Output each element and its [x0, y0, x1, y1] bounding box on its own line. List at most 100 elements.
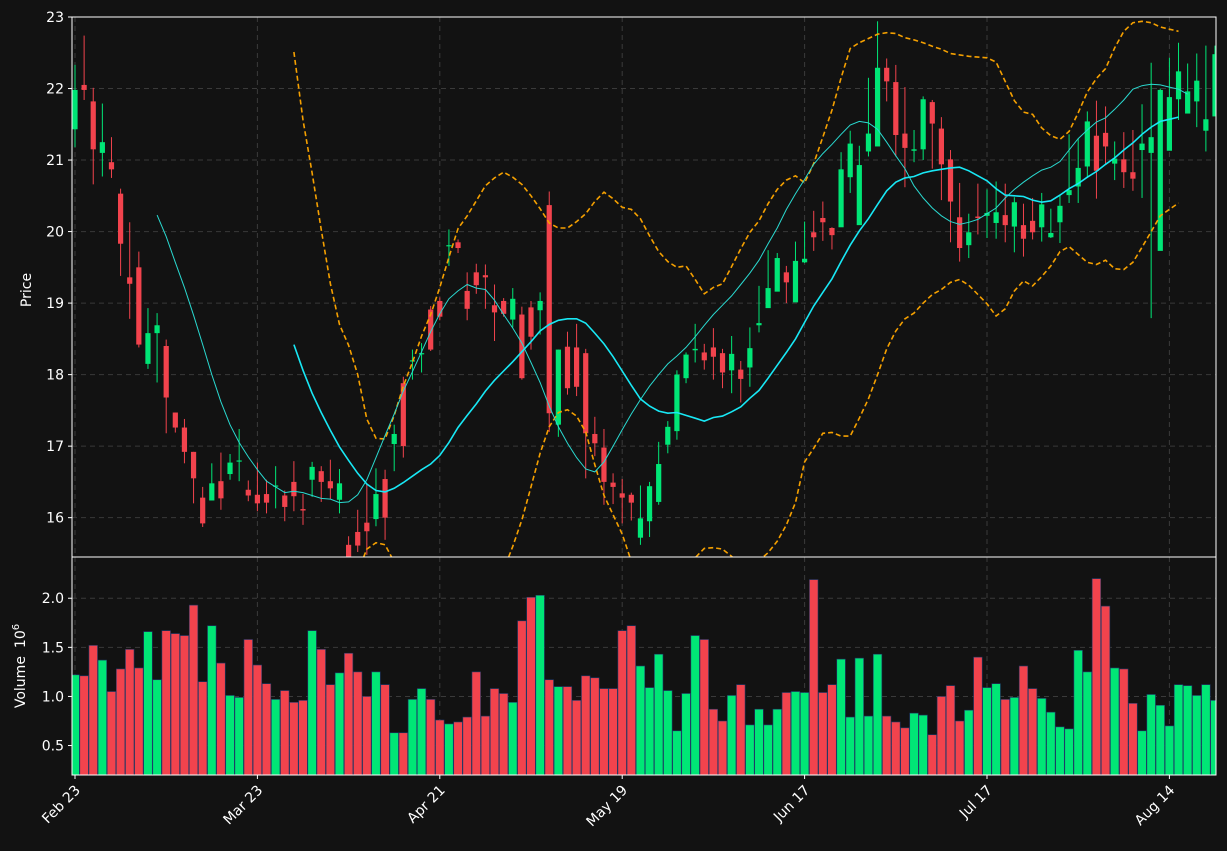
candle-body: [1166, 97, 1172, 151]
volume-bar: [772, 708, 782, 775]
candle-body: [583, 353, 589, 434]
volume-bar: [125, 649, 135, 775]
volume-bar: [1137, 730, 1147, 775]
candle-body: [1011, 202, 1017, 227]
volume-bar: [1064, 728, 1074, 775]
volume-axis-label: Volume 106: [11, 624, 29, 708]
volume-bar: [426, 699, 436, 775]
volume-bar: [872, 653, 883, 775]
volume-bar: [927, 734, 937, 775]
candle-body: [738, 369, 744, 379]
candle-body: [127, 277, 133, 284]
candle-body: [838, 169, 844, 228]
candle-body: [90, 101, 96, 150]
candle-body: [1130, 172, 1136, 179]
volume-bar: [535, 594, 545, 775]
volume-bar: [1192, 695, 1202, 775]
volume-bar: [143, 631, 153, 775]
candle-body: [1139, 143, 1145, 151]
candle-body: [190, 451, 197, 479]
candle-body: [774, 258, 780, 292]
candle-body: [847, 143, 853, 178]
candle-body: [692, 348, 698, 351]
candle-body: [464, 290, 470, 309]
candle-body: [592, 433, 598, 444]
volume-bar: [1119, 668, 1129, 775]
volume-bar: [271, 699, 281, 775]
candle-body: [318, 471, 324, 482]
candle-body: [200, 497, 206, 524]
volume-bar: [763, 724, 773, 775]
candle-body: [729, 353, 735, 371]
volume-bar: [827, 684, 837, 775]
volume-bar: [316, 649, 326, 775]
candle-body: [1057, 205, 1063, 223]
candle-body: [446, 245, 452, 247]
volume-bar: [261, 683, 272, 775]
candle-body: [747, 348, 753, 368]
volume-bar: [1210, 700, 1216, 775]
candle-body: [765, 288, 771, 309]
volume-bar: [736, 684, 746, 775]
candle-body: [154, 325, 160, 334]
volume-bar: [571, 700, 582, 775]
volume-bar: [982, 687, 992, 775]
candle-body: [510, 298, 516, 320]
volume-bar: [663, 690, 673, 775]
candle-body: [282, 495, 288, 507]
volume-bar: [845, 716, 855, 775]
candle-body: [637, 518, 644, 538]
price-tick-label: 21: [46, 153, 64, 169]
candle-body: [1093, 135, 1100, 171]
volume-bar: [453, 721, 463, 775]
candle-body: [966, 232, 972, 246]
candle-body: [874, 67, 881, 147]
candle-body: [300, 509, 306, 511]
volume-tick-label: 2.0: [42, 591, 64, 607]
price-tick-label: 19: [46, 296, 64, 312]
volume-bar: [508, 702, 518, 775]
candle-body: [491, 305, 498, 313]
candle-body: [1148, 137, 1154, 153]
candle-body: [346, 544, 352, 557]
volume-bar: [1128, 703, 1138, 775]
candle-body: [108, 162, 115, 170]
candle-body: [145, 333, 151, 364]
volume-bar: [289, 702, 299, 775]
volume-bar: [234, 697, 244, 775]
candle-body: [911, 149, 917, 151]
volume-bar: [854, 657, 864, 775]
candle-body: [364, 522, 370, 532]
volume-bar: [170, 633, 180, 775]
volume-bar: [1037, 698, 1047, 775]
candle-body: [884, 67, 890, 82]
volume-bar: [88, 645, 98, 775]
volume-bar: [727, 695, 737, 775]
volume-bar: [1110, 667, 1120, 775]
candle-body: [245, 489, 251, 496]
volume-bar: [106, 691, 117, 775]
candle-body: [865, 133, 872, 152]
candle-body: [309, 466, 315, 480]
candle-body: [574, 347, 580, 387]
volume-bar: [252, 664, 263, 775]
volume-bar: [991, 683, 1001, 775]
volume-bar: [325, 684, 335, 775]
volume-panel-frame: [71, 556, 1217, 776]
candle-body: [947, 159, 954, 202]
volume-bar: [398, 732, 408, 775]
volume-bar: [1100, 605, 1111, 775]
volume-bar: [517, 620, 527, 775]
volume-bar: [1028, 688, 1038, 775]
volume-bar: [781, 692, 791, 775]
candle-body: [455, 242, 461, 249]
volume-bar: [1173, 684, 1184, 775]
volume-bar: [955, 720, 965, 775]
candle-body: [382, 479, 388, 518]
candle-body: [601, 447, 607, 482]
candle-body: [555, 349, 561, 425]
candle-body: [811, 232, 817, 238]
volume-bar: [626, 625, 636, 775]
